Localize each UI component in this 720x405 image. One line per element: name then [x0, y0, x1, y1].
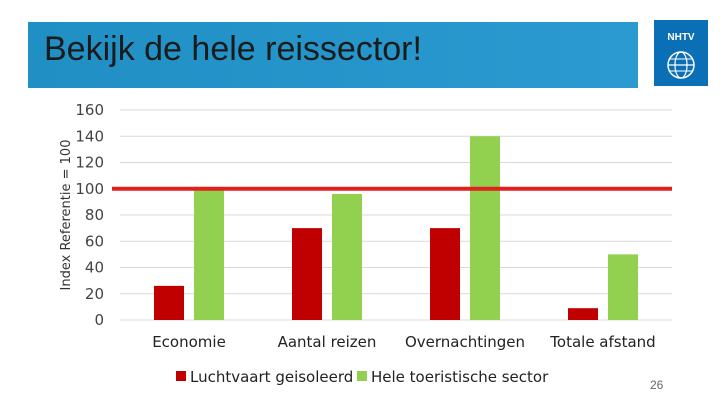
x-tick-label: Aantal reizen [278, 333, 377, 351]
bar-hele-sector-1 [332, 194, 362, 320]
y-tick-label: 60 [85, 232, 104, 250]
bar-luchtvaart-0 [154, 285, 184, 320]
category-labels: Economie Aantal reizen Overnachtingen Total… [152, 333, 656, 351]
legend-label: Luchtvaart geisoleerd [190, 368, 353, 386]
y-axis-label: Index Referentie = 100 [59, 140, 74, 291]
legend-swatch [357, 371, 367, 381]
x-tick-label: Overnachtingen [405, 333, 525, 351]
title-banner [28, 22, 638, 88]
y-tick-label: 100 [75, 180, 104, 198]
bars [154, 136, 638, 320]
bar-luchtvaart-3 [568, 308, 598, 320]
slide-title: Bekijk de hele reissector! [44, 30, 422, 68]
y-tick-label: 0 [94, 311, 104, 329]
bar-hele-sector-2 [470, 136, 500, 320]
y-tick-label: 20 [85, 285, 104, 303]
y-tick-label: 40 [85, 259, 104, 277]
bar-luchtvaart-2 [430, 228, 460, 320]
nhtv-logo: NHTV [654, 20, 708, 86]
bar-hele-sector-0 [194, 188, 224, 320]
y-tick-label: 160 [75, 101, 104, 119]
legend-label: Hele toeristische sector [371, 368, 549, 386]
y-tick-label: 140 [75, 127, 104, 145]
x-tick-label: Totale afstand [549, 333, 655, 351]
page-number: 26 [650, 378, 664, 392]
x-tick-label: Economie [152, 333, 226, 351]
bar-luchtvaart-1 [292, 228, 322, 320]
y-axis-ticks: 0 20 40 60 80 100 120 140 160 [75, 101, 104, 329]
logo-text: NHTV [667, 32, 695, 43]
legend: Luchtvaart geisoleerd Hele toeristische s… [176, 368, 549, 386]
bar-hele-sector-3 [608, 254, 638, 320]
legend-swatch [176, 371, 186, 381]
y-tick-label: 120 [75, 154, 104, 172]
y-tick-label: 80 [85, 206, 104, 224]
globe-icon [667, 51, 695, 79]
